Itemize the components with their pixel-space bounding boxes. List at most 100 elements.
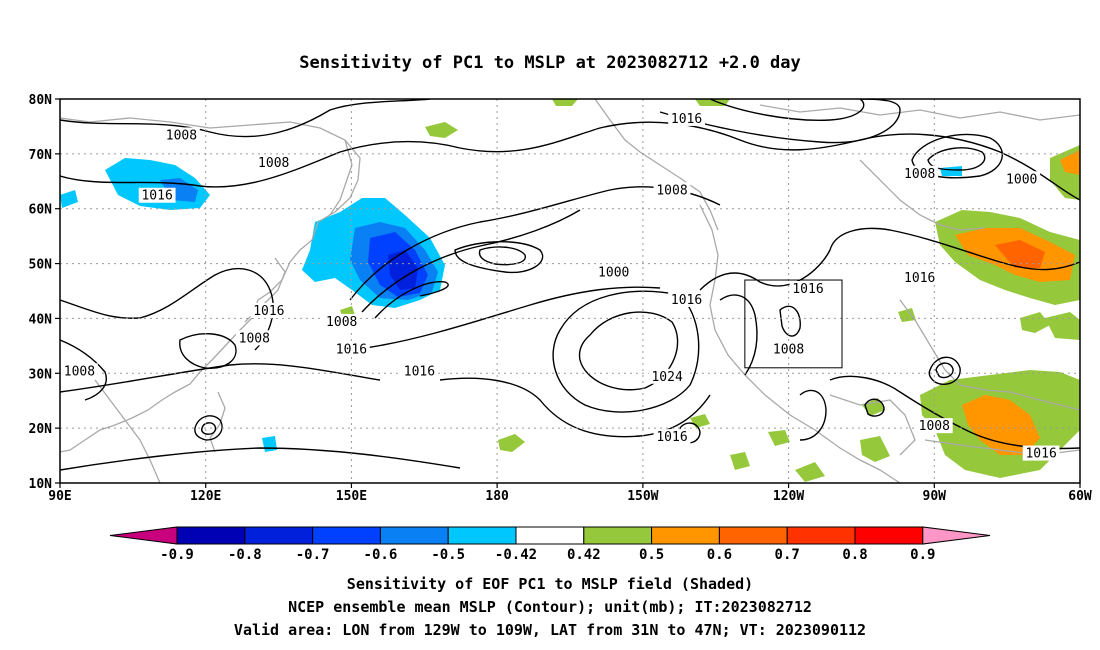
contour-label: 1000 xyxy=(598,266,629,281)
colorbar-label: -0.5 xyxy=(431,547,465,563)
colorbar-segment xyxy=(244,526,314,545)
mslp-contour xyxy=(799,389,827,441)
contour-labels: 1008 1008 1016 1016 1008 1008 1000 1016 1016 1000… xyxy=(61,110,1060,462)
mslp-contour xyxy=(709,99,865,121)
positive-sensitivity-region xyxy=(1045,312,1080,340)
contour-label: 1016 xyxy=(336,342,367,357)
colorbar-label: -0.7 xyxy=(296,547,330,563)
negative-sensitivity-region xyxy=(388,250,418,290)
mslp-contour xyxy=(60,363,381,393)
positive-sensitivity-region xyxy=(1020,312,1050,333)
colorbar-segment xyxy=(854,526,924,545)
contour-label-bg xyxy=(138,187,176,203)
contour-label-bg xyxy=(770,341,807,357)
colorbar-segment xyxy=(583,526,653,545)
colorbar-high-end xyxy=(922,526,991,545)
positive-sensitivity-region xyxy=(498,434,525,452)
positive-sensitivity-region xyxy=(695,99,730,106)
colorbar-low-end xyxy=(109,526,178,545)
colorbar-segment xyxy=(515,526,585,545)
contour-label: 1008 xyxy=(239,331,270,346)
longitude-axis: 90E 120E 150E 180 150W 120W 90W 60W xyxy=(48,483,1092,504)
contour-label: 1016 xyxy=(671,293,702,308)
figure-title: Sensitivity of PC1 to MSLP at 2023082712… xyxy=(299,53,801,73)
gridlines xyxy=(60,99,1080,483)
negative-sensitivity-region xyxy=(940,166,962,176)
lon-tick-label: 120W xyxy=(773,489,804,504)
colorbar-segment xyxy=(312,526,381,545)
map-background xyxy=(60,99,1080,483)
mslp-contour xyxy=(864,398,885,417)
mslp-contour xyxy=(179,333,237,369)
mslp-contour xyxy=(659,99,901,144)
mslp-contour xyxy=(374,281,449,319)
colorbar-label: 0.6 xyxy=(707,547,732,563)
caption-line: Sensitivity of EOF PC1 to MSLP field (Sh… xyxy=(347,575,753,593)
mslp-contours xyxy=(60,99,1080,471)
lon-tick-label: 60W xyxy=(1068,489,1092,504)
indochina-coastline xyxy=(94,379,161,483)
contour-label-bg xyxy=(653,429,691,445)
mslp-contour xyxy=(779,305,801,337)
contour-label-bg xyxy=(668,291,705,307)
lon-tick-label: 90E xyxy=(48,489,71,504)
mslp-contour xyxy=(552,290,700,413)
colorbar-label: 0.9 xyxy=(910,547,935,563)
colorbar-segment xyxy=(447,526,517,545)
contour-label: 1016 xyxy=(404,364,435,379)
contour-label: 1008 xyxy=(258,156,289,171)
caption-line: Valid area: LON from 129W to 109W, LAT f… xyxy=(234,621,866,639)
mslp-contour xyxy=(578,311,679,391)
contour-label-bg xyxy=(255,154,293,170)
positive-sensitivity-region xyxy=(995,240,1045,268)
contour-label-bg xyxy=(668,110,705,126)
colorbar-label: 0.7 xyxy=(775,547,800,563)
contour-label-bg xyxy=(1003,171,1041,187)
mslp-contour xyxy=(60,121,1080,201)
contour-label: 1008 xyxy=(904,167,935,182)
colorbar: -0.9 -0.8 -0.7 -0.6 -0.5 -0.42 0.42 0.5 0.6 0.7 0.… xyxy=(109,526,991,563)
mslp-contour xyxy=(60,99,431,138)
alaska-coastline xyxy=(594,99,719,231)
lat-tick-label: 50N xyxy=(29,258,53,273)
colorbar-label: 0.42 xyxy=(567,547,601,563)
contour-label-bg xyxy=(333,341,370,357)
caption-line: NCEP ensemble mean MSLP (Contour); unit(… xyxy=(288,598,812,616)
mslp-contour xyxy=(201,422,217,435)
contour-label: 1008 xyxy=(326,315,357,330)
contour-label-bg xyxy=(163,127,200,143)
contour-label: 1008 xyxy=(166,128,197,143)
contour-label-bg xyxy=(250,302,288,318)
valid-area-box xyxy=(744,279,843,369)
lat-tick-label: 40N xyxy=(29,312,53,327)
kamchatka-coastline xyxy=(329,139,353,216)
lon-tick-label: 180 xyxy=(485,489,509,504)
colorbar-segment xyxy=(786,526,856,545)
contour-label: 1008 xyxy=(773,342,804,357)
contour-label: 1000 xyxy=(1006,172,1037,187)
contour-label-bg xyxy=(901,165,939,181)
lat-tick-label: 10N xyxy=(29,477,53,492)
mslp-contour xyxy=(364,286,661,349)
colorbar-label: -0.8 xyxy=(228,547,262,563)
colorbar-label: 0.5 xyxy=(639,547,664,563)
positive-sensitivity-region xyxy=(1060,150,1080,175)
sensitivity-shading xyxy=(60,99,1080,482)
colorbar-label: 0.8 xyxy=(842,547,867,563)
map-frame xyxy=(59,98,1081,484)
map-panel: 1008 1008 1016 1016 1008 1008 1000 1016 1016 1000… xyxy=(29,93,1092,504)
mslp-contour xyxy=(60,447,461,471)
contour-label: 1008 xyxy=(64,364,95,379)
contour-label: 1016 xyxy=(656,430,687,445)
philippines-coastline xyxy=(209,391,226,453)
contour-label-bg xyxy=(789,281,827,296)
contour-label: 1016 xyxy=(253,304,284,319)
contour-label: 1016 xyxy=(671,112,702,127)
contour-label-bg xyxy=(235,330,273,346)
contour-label-bg xyxy=(648,368,686,384)
gulf-of-mexico-coastline xyxy=(829,394,916,456)
positive-sensitivity-region xyxy=(898,308,916,322)
positive-sensitivity-region xyxy=(768,430,790,446)
colorbar-segment xyxy=(176,526,246,545)
